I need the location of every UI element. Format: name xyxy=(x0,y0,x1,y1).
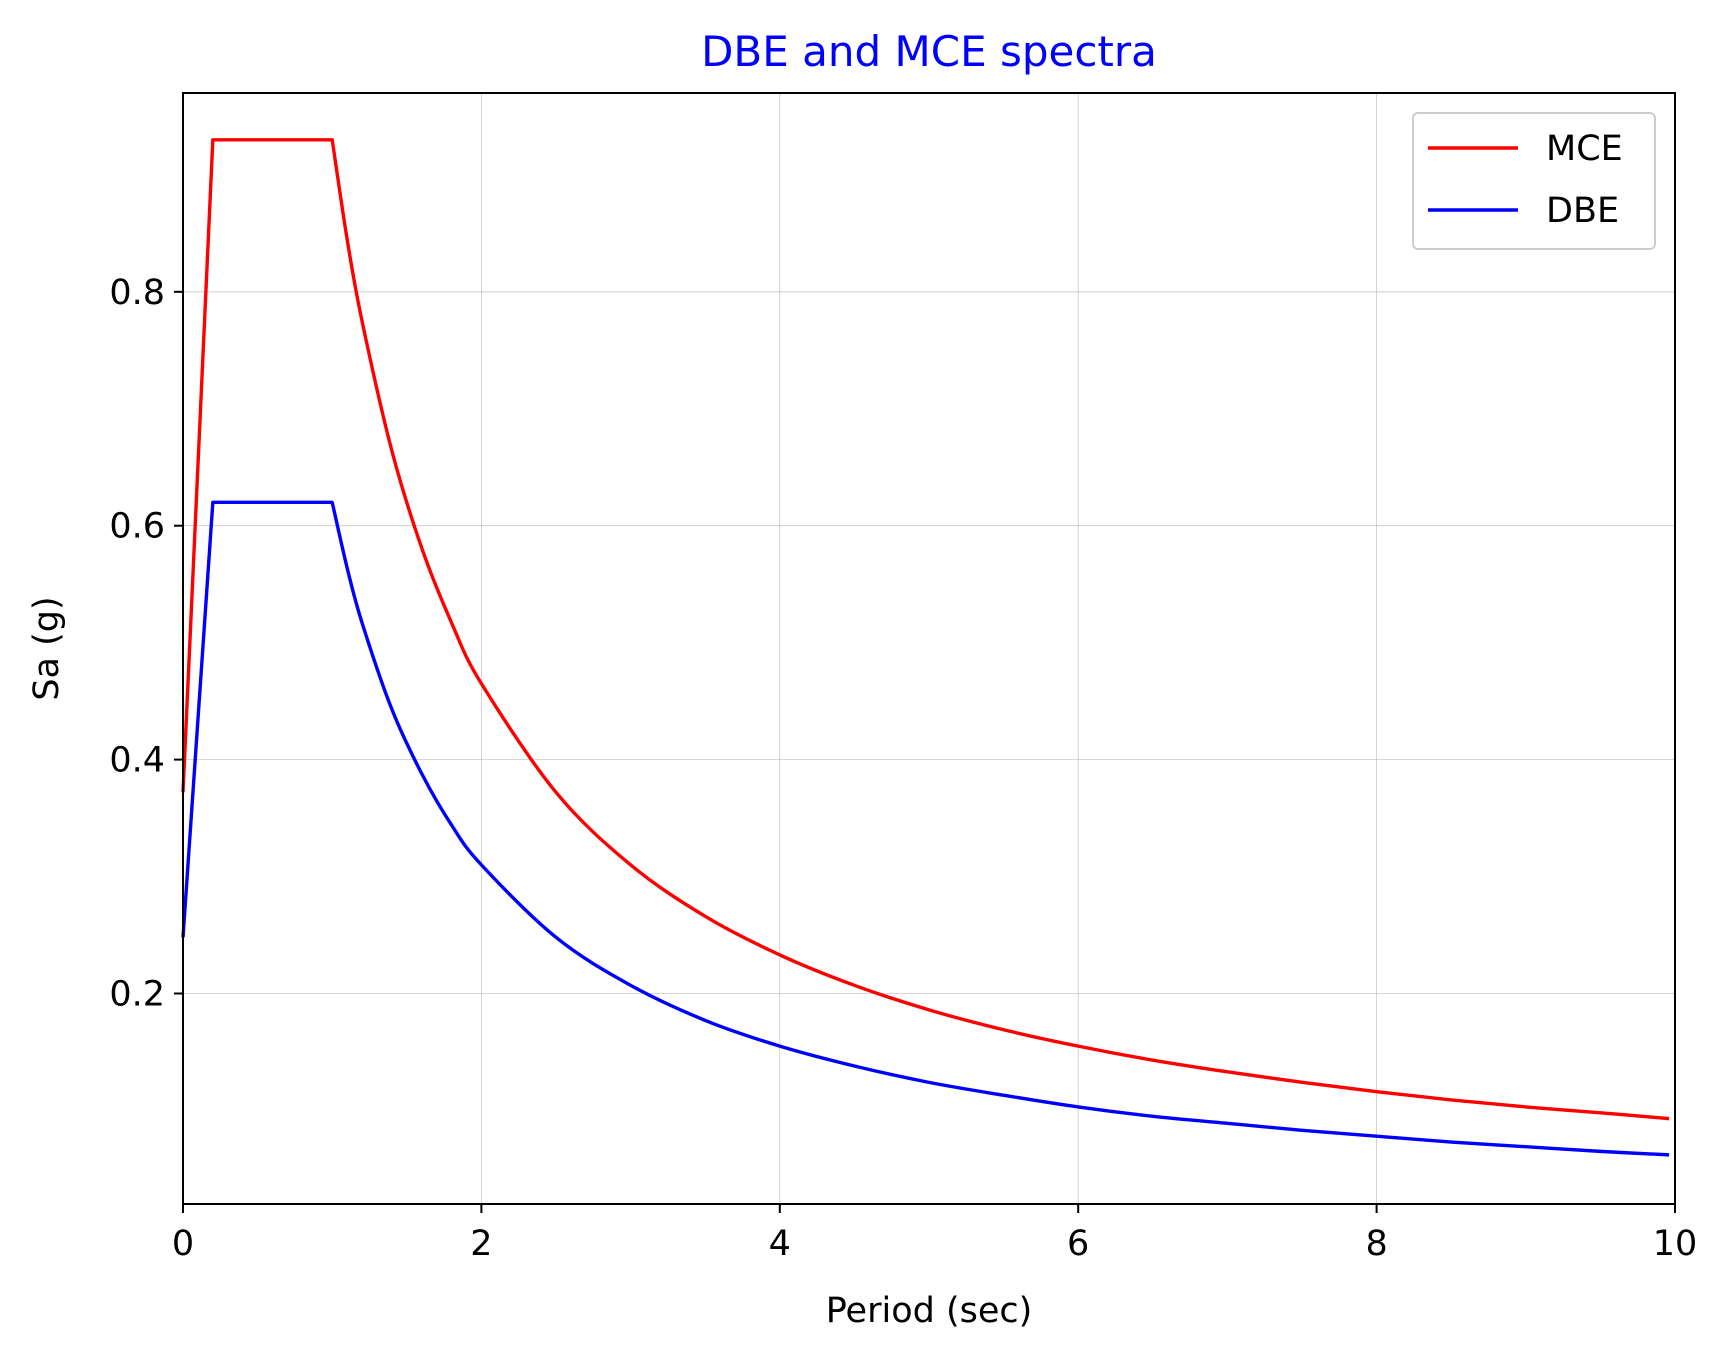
legend: MCE DBE xyxy=(1412,112,1656,250)
x-tick-label: 4 xyxy=(769,1224,791,1264)
x-tick-label: 10 xyxy=(1653,1224,1698,1264)
x-tick-label: 2 xyxy=(470,1224,492,1264)
y-tick-label: 0.6 xyxy=(109,507,165,547)
series-layer xyxy=(181,138,1670,1157)
legend-label-mce: MCE xyxy=(1546,129,1623,169)
series-line-dbe xyxy=(181,500,1670,1157)
y-tick-label: 0.8 xyxy=(109,273,165,313)
series-line-mce xyxy=(181,138,1670,1121)
x-tick-label: 8 xyxy=(1365,1224,1387,1264)
plot-frame xyxy=(182,92,1676,1205)
chart-title: DBE and MCE spectra xyxy=(701,27,1157,76)
x-tick-label: 0 xyxy=(172,1224,194,1264)
ticks: 0 2 4 6 8 10 0.2 0.4 0.6 0.8 xyxy=(109,273,1697,1264)
x-tick-label: 6 xyxy=(1067,1224,1089,1264)
y-tick-label: 0.2 xyxy=(109,974,165,1014)
y-tick-label: 0.4 xyxy=(109,741,165,781)
legend-label-dbe: DBE xyxy=(1546,191,1619,231)
y-axis-title: Sa (g) xyxy=(27,596,67,700)
x-axis-title: Period (sec) xyxy=(826,1291,1033,1331)
grid xyxy=(183,93,1675,1204)
